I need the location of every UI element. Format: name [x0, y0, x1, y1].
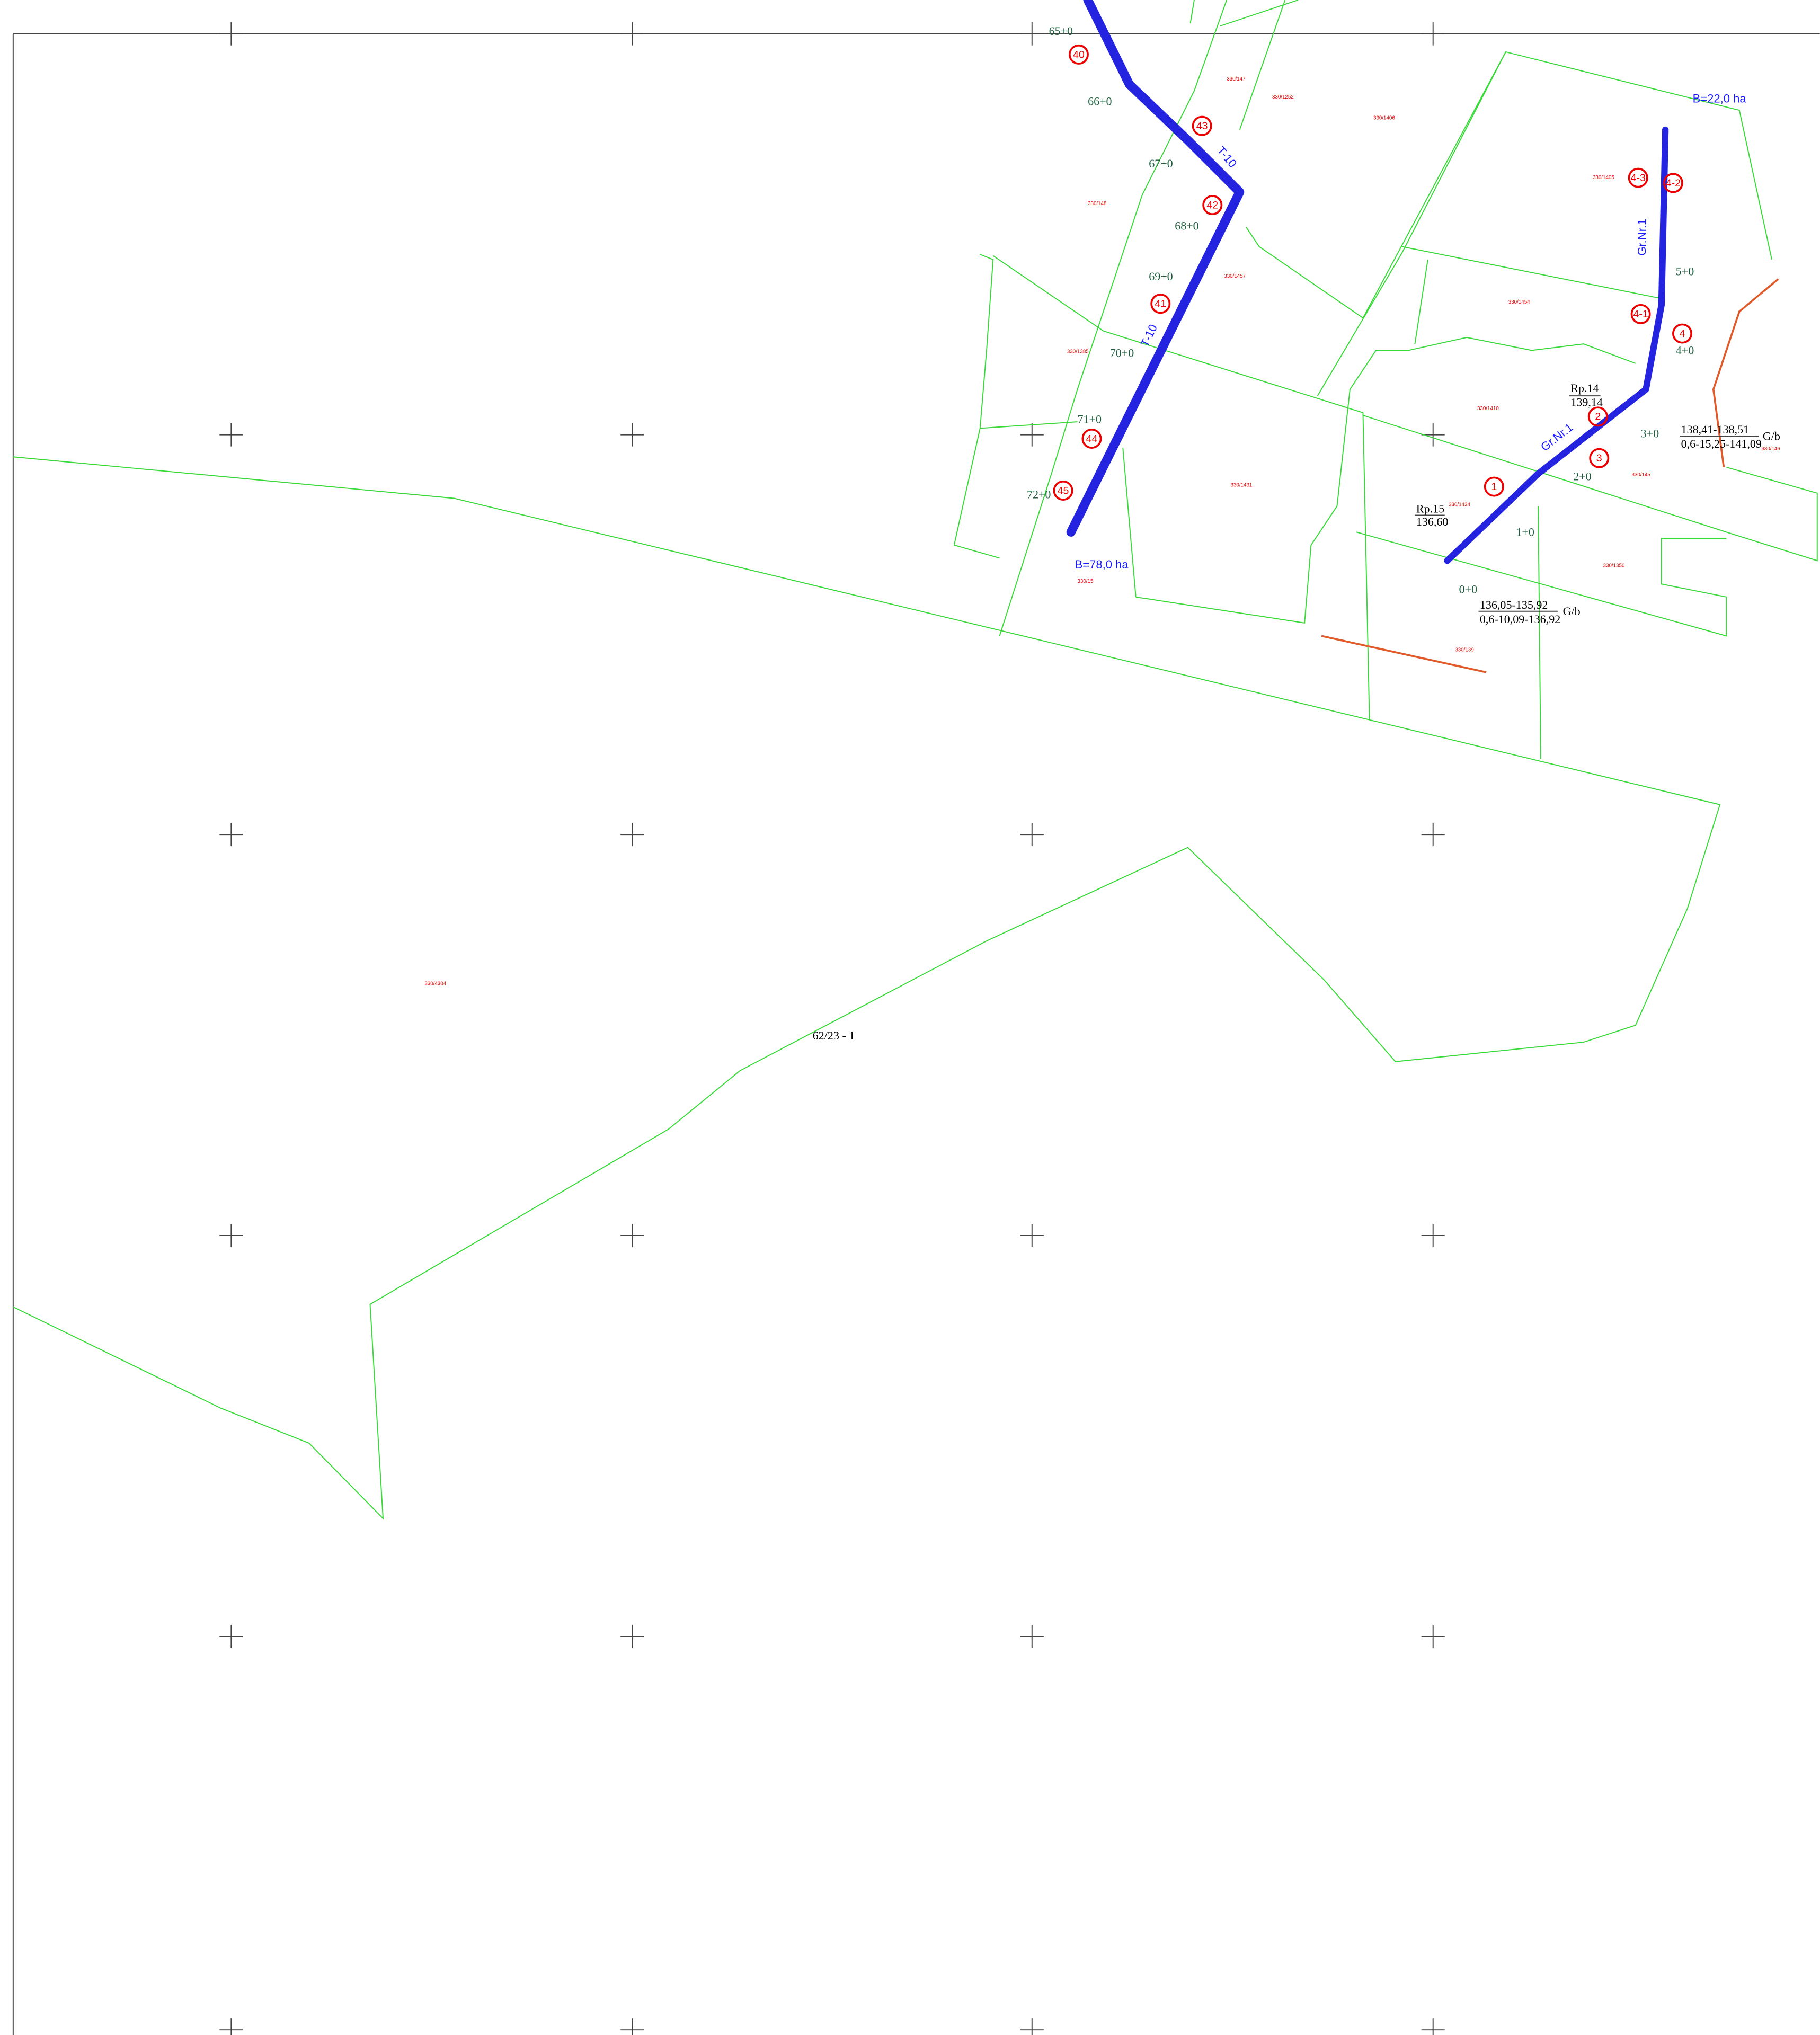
well-label: 42 — [1206, 199, 1218, 211]
parcel-label: 330/4304 — [424, 981, 446, 987]
parcel-label: 330/1434 — [1449, 502, 1470, 508]
labels: B=78,0 ha B=22,0 ha T-10 T-10 Gr.Nr.1 Gr… — [813, 92, 1780, 1043]
station-label: 72+0 — [1027, 488, 1051, 501]
outlet-elevation: 0,6-10,09-136,92 — [1480, 612, 1560, 626]
well-marker — [1587, 406, 1608, 427]
well-marker — [1192, 115, 1212, 136]
station-label: 68+0 — [1175, 219, 1198, 233]
outlet-elevation: 0,6-15,25-141,09 — [1681, 437, 1762, 450]
well-marker — [1150, 294, 1171, 314]
station-label: 2+0 — [1573, 469, 1591, 483]
benchmark-elevation: 136,60 — [1416, 515, 1449, 528]
well-marker — [1202, 195, 1223, 216]
station-label: 65+0 — [1049, 24, 1073, 38]
station-label: 70+0 — [1110, 346, 1134, 360]
area-label: B=22,0 ha — [1693, 92, 1747, 105]
grid-crosses — [219, 22, 1445, 2035]
parcel-label: 330/139 — [1455, 647, 1473, 653]
stations: 65+0 66+0 67+0 68+0 69+0 70+0 71+0 72+0 0+0 1+0 2+… — [1027, 24, 1694, 596]
benchmark: Rp.14 — [1570, 381, 1599, 395]
parcel-label: 330/1410 — [1477, 406, 1499, 412]
parcel-label: 330/145 — [1631, 472, 1650, 478]
well-marker — [1589, 448, 1610, 468]
parcel-label: 330/148 — [1088, 201, 1107, 207]
well-label: 4 — [1680, 328, 1685, 340]
wells: 40 41 42 43 44 45 1 2 3 4 4-1 4-2 4-3 — [1053, 44, 1693, 501]
outlet-type: G/b — [1763, 429, 1780, 442]
parcel-label: 330/1406 — [1373, 115, 1395, 121]
well-label: 44 — [1086, 433, 1098, 445]
well-label: 3 — [1596, 452, 1602, 464]
parcel-label: 330/1405 — [1593, 175, 1614, 181]
parcel-label: 330/1385 — [1067, 349, 1089, 354]
pipes — [1066, 0, 1669, 564]
parcel-boundaries — [13, 0, 1818, 1520]
station-label: 0+0 — [1459, 582, 1477, 596]
benchmark: Rp.15 — [1416, 502, 1444, 516]
well-marker — [1672, 323, 1693, 344]
parcel-label: 330/1454 — [1508, 299, 1530, 305]
well-marker — [1081, 428, 1102, 449]
station-label: 71+0 — [1078, 413, 1102, 426]
frame — [12, 33, 1820, 2035]
well-label: 4-1 — [1633, 308, 1648, 320]
parcel-label: 330/1350 — [1603, 563, 1625, 568]
station-label: 69+0 — [1149, 270, 1173, 283]
parcel-label: 330/147 — [1227, 76, 1245, 82]
well-marker — [1068, 44, 1089, 65]
well-label: 4-3 — [1631, 172, 1646, 184]
well-marker — [1630, 304, 1651, 324]
station-label: 4+0 — [1676, 344, 1694, 357]
well-marker — [1628, 167, 1648, 188]
well-marker — [1484, 476, 1504, 497]
parcel-label: 330/15 — [1078, 579, 1094, 584]
station-label: 67+0 — [1149, 157, 1173, 170]
parcel-label: 330/1457 — [1224, 273, 1246, 279]
well-label: 40 — [1073, 49, 1085, 60]
pipe-label: Gr.Nr.1 — [1635, 219, 1648, 256]
station-label: 66+0 — [1088, 94, 1112, 108]
area-label: B=78,0 ha — [1075, 558, 1129, 571]
parcel-label: 330/1431 — [1231, 483, 1253, 488]
well-label: 1 — [1491, 481, 1497, 493]
station-label: 1+0 — [1516, 526, 1534, 539]
well-marker — [1053, 480, 1073, 501]
well-label: 4-2 — [1666, 177, 1681, 189]
drainage-other — [1321, 278, 1779, 673]
benchmark-elevation: 139,14 — [1570, 396, 1603, 409]
outlet-elevation: 136,05-135,92 — [1480, 598, 1548, 611]
well-label: 2 — [1595, 411, 1601, 423]
parcel-label: 330/1252 — [1272, 94, 1294, 100]
outlet-elevation: 138,41-138,51 — [1681, 423, 1750, 436]
sheet-label: 62/23 - 1 — [813, 1029, 855, 1042]
outlet-type: G/b — [1563, 605, 1581, 618]
well-label: 43 — [1196, 120, 1208, 132]
station-label: 5+0 — [1676, 264, 1694, 278]
well-label: 45 — [1058, 485, 1069, 496]
station-label: 3+0 — [1641, 427, 1659, 440]
parcel-label: 330/146 — [1761, 446, 1780, 452]
well-marker — [1663, 173, 1683, 193]
parcels: 330/147330/1252330/1406330/148330/145733… — [424, 76, 1780, 987]
pipe-label: T-10 — [1138, 322, 1160, 349]
well-label: 41 — [1155, 298, 1166, 310]
